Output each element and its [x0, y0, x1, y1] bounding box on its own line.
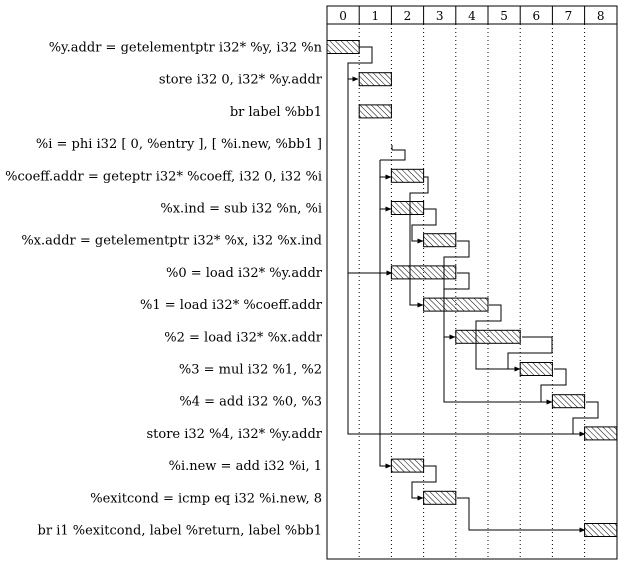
- edge-xind-xaddr: [411, 208, 437, 244]
- cycle-header: 6: [532, 9, 540, 23]
- edge-exitcond-br: [457, 497, 586, 533]
- edge-phi-out: [380, 149, 406, 161]
- instruction-label: %3 = mul i32 %1, %2: [179, 363, 322, 378]
- instruction-label: %x.ind = sub i32 %n, %i: [160, 202, 322, 217]
- cycle-header: 5: [500, 9, 508, 23]
- edge-xaddr-load2: [443, 240, 470, 340]
- schedule-bar: [584, 426, 618, 441]
- edge-yaddr-store: [347, 46, 373, 82]
- cycle-header: 1: [371, 9, 379, 23]
- instruction-label: %i.new = add i32 %i, 1: [169, 459, 322, 474]
- instruction-label: %exitcond = icmp eq i32 %i.new, 8: [90, 491, 322, 506]
- cycle-header: 7: [565, 9, 573, 23]
- dependency-connectors: [347, 46, 599, 533]
- edge-load0-add: [443, 272, 553, 405]
- instruction-label: store i32 0, i32* %y.addr: [159, 73, 323, 88]
- instruction-label: %1 = load i32* %coeff.addr: [140, 298, 323, 313]
- instruction-label: %coeff.addr = geteptr i32* %coeff, i32 0…: [5, 169, 322, 184]
- schedule-bar: [390, 168, 425, 183]
- schedule-bar: [358, 72, 392, 87]
- schedule-bar: [455, 329, 521, 344]
- schedule-bar: [551, 394, 586, 409]
- schedule-bar: [423, 233, 457, 248]
- instruction-label: br label %bb1: [230, 105, 322, 120]
- edge-load2-mul: [507, 336, 553, 369]
- edge-mul-add: [540, 368, 567, 402]
- instruction-label: %i = phi i32 [ 0, %entry ], [ %i.new, %b…: [36, 137, 322, 152]
- grid-frame: [326, 5, 618, 560]
- cycle-header: 0: [339, 9, 347, 23]
- schedule-bar: [423, 297, 489, 312]
- edge-add-store: [572, 401, 599, 434]
- schedule-bar: [423, 490, 457, 505]
- schedule-bar: [390, 458, 425, 473]
- cycle-header: 2: [404, 9, 412, 23]
- instruction-label: store i32 %4, i32* %y.addr: [146, 427, 322, 442]
- schedule-bar: [390, 201, 425, 215]
- instruction-label: %2 = load i32* %x.addr: [164, 330, 323, 345]
- instruction-label: br i1 %exitcond, label %return, label %b…: [38, 524, 322, 539]
- cycle-header: 3: [436, 9, 444, 23]
- instruction-label: %x.addr = getelementptr i32* %x, i32 %x.…: [21, 234, 322, 249]
- edge-phi-inew: [379, 209, 392, 469]
- instruction-label: %y.addr = getelementptr i32* %y, i32 %n: [49, 41, 323, 56]
- cycle-header: 8: [597, 9, 605, 23]
- edge-load1-mul: [475, 304, 521, 372]
- schedule-bar: [390, 265, 457, 280]
- schedule-bar: [358, 104, 392, 119]
- cycle-header: 4: [468, 9, 476, 23]
- edge-coeff-load1: [409, 176, 429, 308]
- edge-yaddr-store4: [347, 273, 586, 437]
- edge-phi-xind: [379, 177, 392, 212]
- instruction-label: %4 = add i32 %0, %3: [179, 395, 322, 410]
- schedule-bar: [584, 523, 618, 537]
- edge-phi-coeff: [379, 160, 392, 180]
- instruction-label: %0 = load i32* %y.addr: [166, 266, 323, 281]
- schedule-bar: [326, 40, 360, 54]
- edge-inew-exitcond: [411, 465, 437, 501]
- schedule-bar: [519, 362, 553, 376]
